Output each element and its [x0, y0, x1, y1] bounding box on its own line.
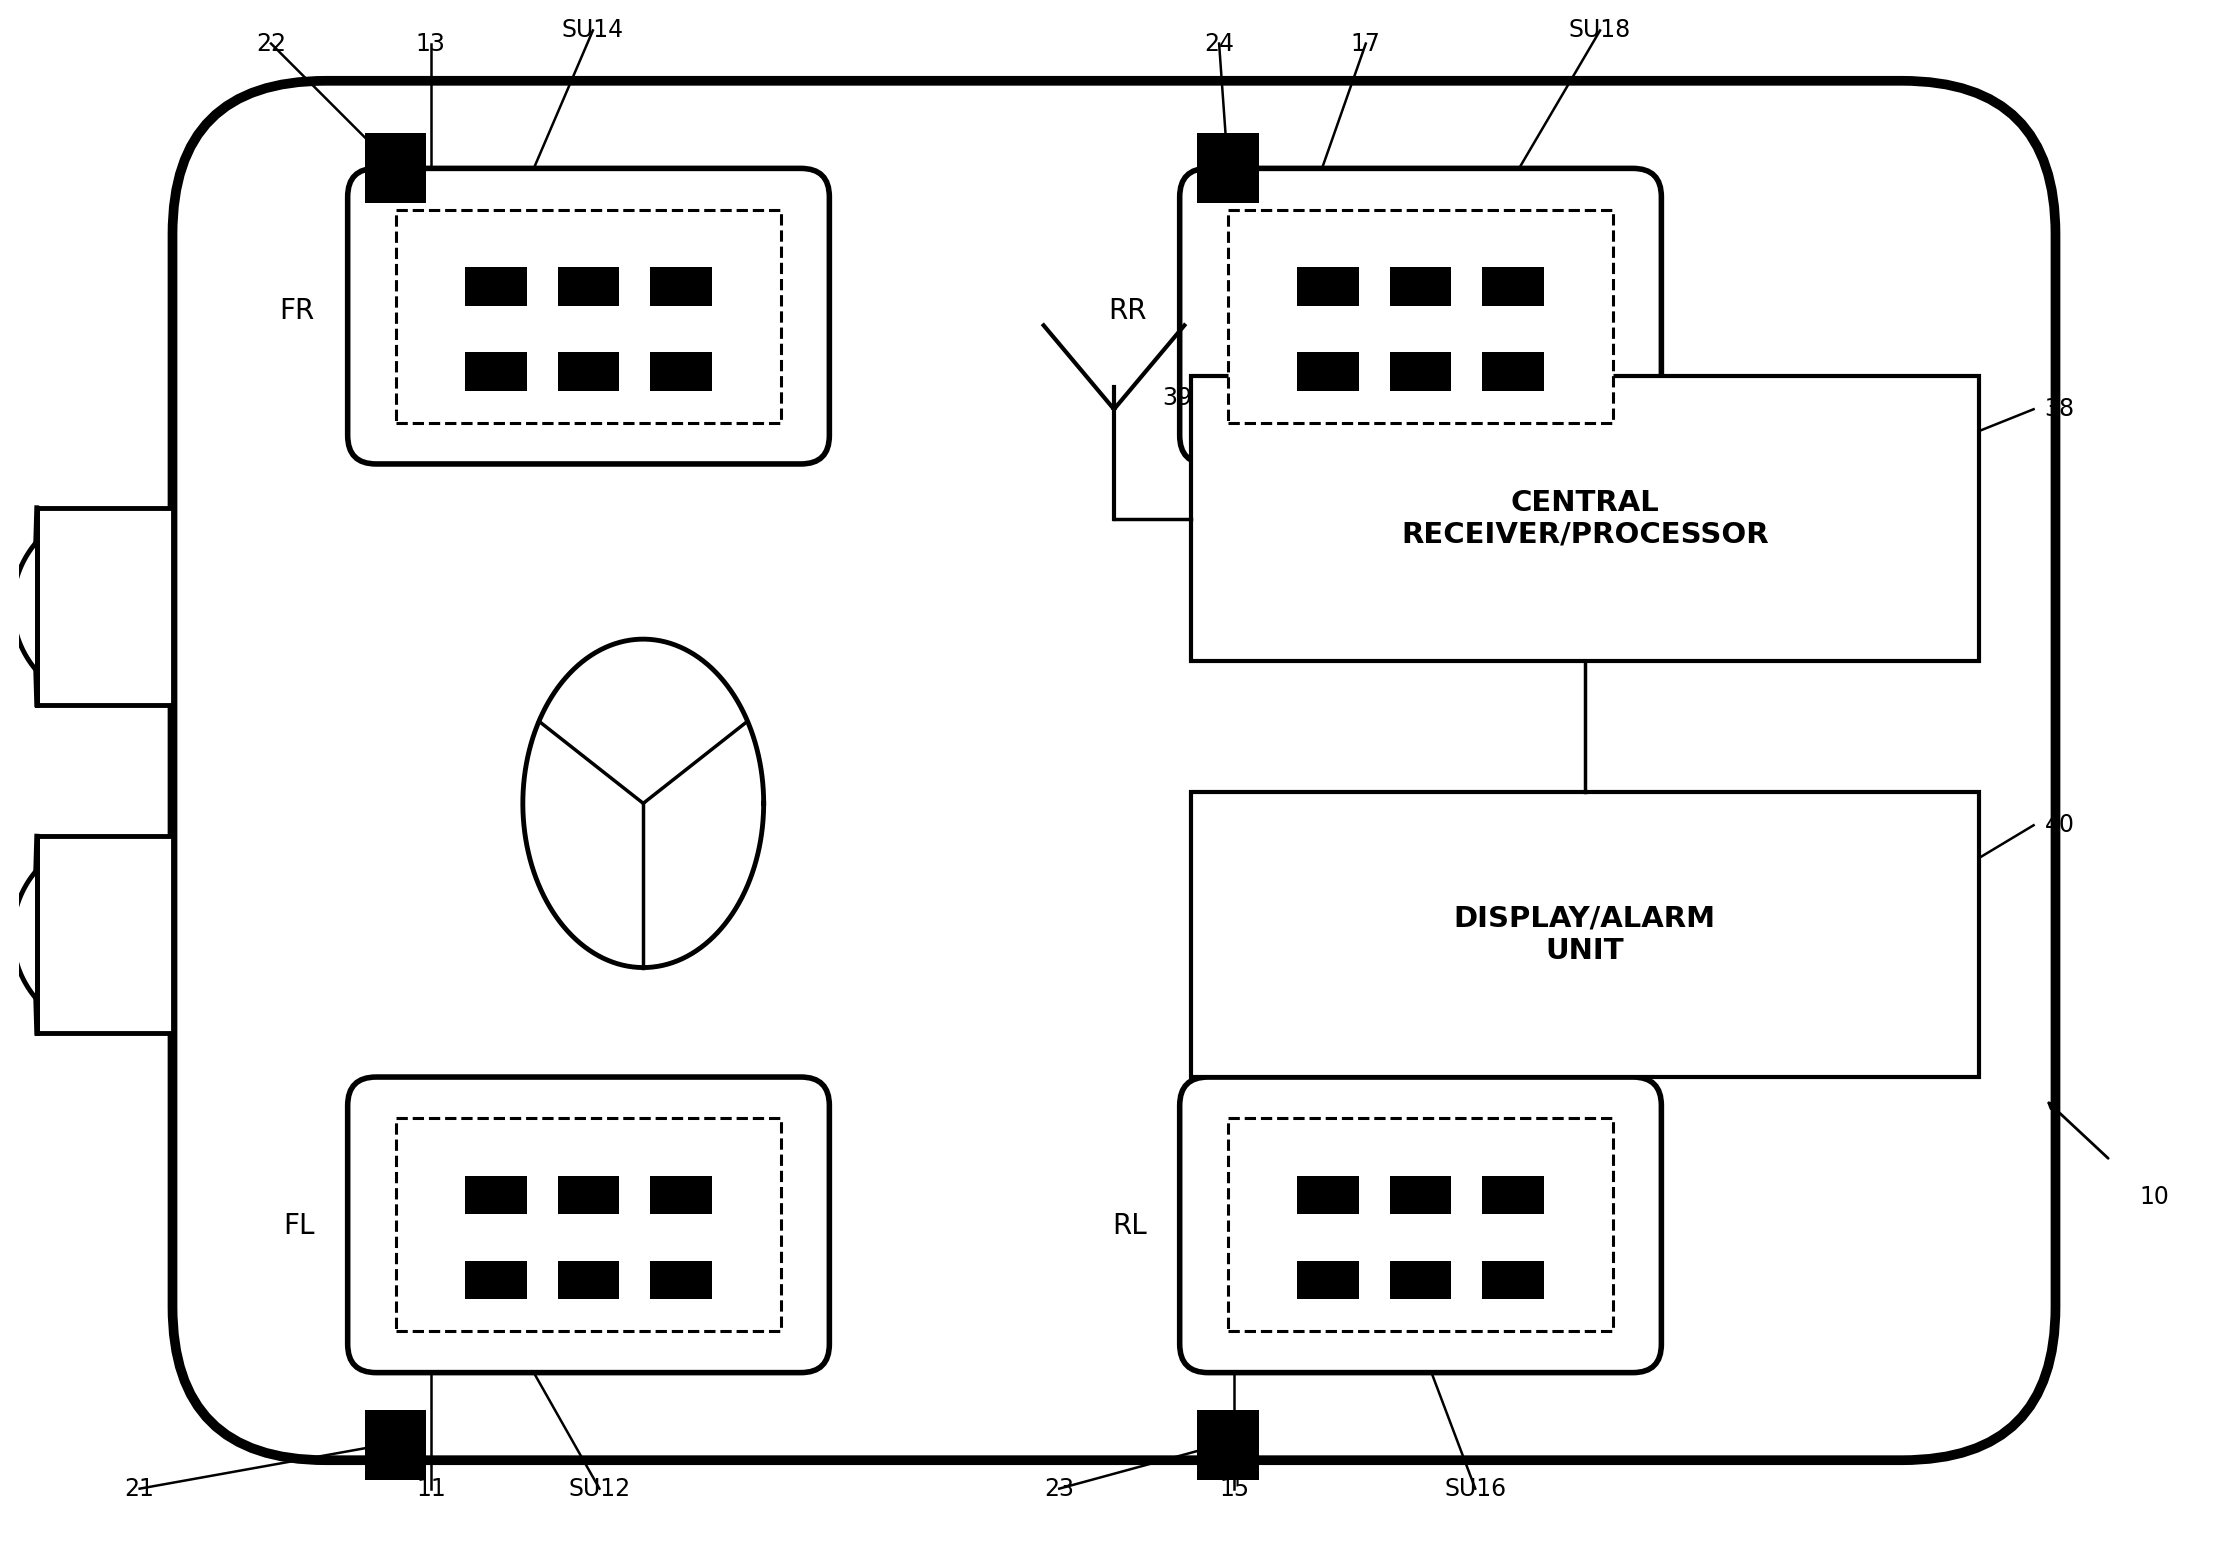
Bar [1228, 1119, 1613, 1331]
Bar [466, 353, 526, 391]
Bar [1190, 792, 1978, 1077]
Bar [1228, 210, 1613, 422]
Text: DISPLAY/ALARM
UNIT: DISPLAY/ALARM UNIT [1453, 905, 1716, 965]
Text: 10: 10 [2139, 1185, 2170, 1210]
Text: 24: 24 [1203, 31, 1234, 55]
Text: RR: RR [1107, 297, 1147, 325]
Bar [466, 267, 526, 305]
Text: 21: 21 [125, 1476, 154, 1501]
FancyBboxPatch shape [348, 1077, 829, 1373]
Bar [1190, 376, 1978, 661]
Bar [397, 210, 782, 422]
Text: 39: 39 [1163, 387, 1192, 410]
Bar [1482, 1176, 1544, 1214]
Bar [1390, 1261, 1450, 1299]
Bar [1196, 134, 1259, 203]
FancyBboxPatch shape [1179, 168, 1662, 464]
Bar [1196, 1410, 1259, 1479]
Bar [466, 1261, 526, 1299]
Text: 11: 11 [417, 1476, 446, 1501]
Bar [1482, 353, 1544, 391]
Bar [557, 267, 619, 305]
Text: 15: 15 [1219, 1476, 1250, 1501]
Bar [1390, 267, 1450, 305]
Text: 22: 22 [256, 31, 285, 55]
Bar [1482, 267, 1544, 305]
Text: FR: FR [278, 297, 314, 325]
Bar [557, 1261, 619, 1299]
Bar [651, 267, 711, 305]
Bar [365, 1410, 426, 1479]
Text: CENTRAL
RECEIVER/PROCESSOR: CENTRAL RECEIVER/PROCESSOR [1401, 488, 1769, 549]
Text: 17: 17 [1350, 31, 1381, 55]
Bar [651, 1176, 711, 1214]
Text: 38: 38 [2045, 398, 2074, 421]
Bar [1297, 267, 1359, 305]
Text: SU14: SU14 [561, 18, 624, 43]
Bar [651, 353, 711, 391]
Text: RL: RL [1112, 1211, 1147, 1241]
Bar [36, 507, 172, 704]
Bar [397, 1119, 782, 1331]
Bar [36, 837, 172, 1034]
Bar [1297, 1176, 1359, 1214]
Text: 13: 13 [417, 31, 446, 55]
Bar [651, 1261, 711, 1299]
FancyBboxPatch shape [1179, 1077, 1662, 1373]
Bar [1297, 353, 1359, 391]
Text: SU12: SU12 [568, 1476, 631, 1501]
Text: FL: FL [283, 1211, 314, 1241]
Bar [365, 134, 426, 203]
FancyBboxPatch shape [348, 168, 829, 464]
Bar [1482, 1261, 1544, 1299]
Text: SU16: SU16 [1444, 1476, 1506, 1501]
Bar [557, 353, 619, 391]
Bar [1390, 1176, 1450, 1214]
Bar [1390, 353, 1450, 391]
Text: 40: 40 [2045, 814, 2074, 837]
Text: SU18: SU18 [1569, 18, 1631, 43]
FancyBboxPatch shape [172, 80, 2056, 1461]
Bar [557, 1176, 619, 1214]
Bar [1297, 1261, 1359, 1299]
Text: 23: 23 [1045, 1476, 1074, 1501]
Bar [466, 1176, 526, 1214]
